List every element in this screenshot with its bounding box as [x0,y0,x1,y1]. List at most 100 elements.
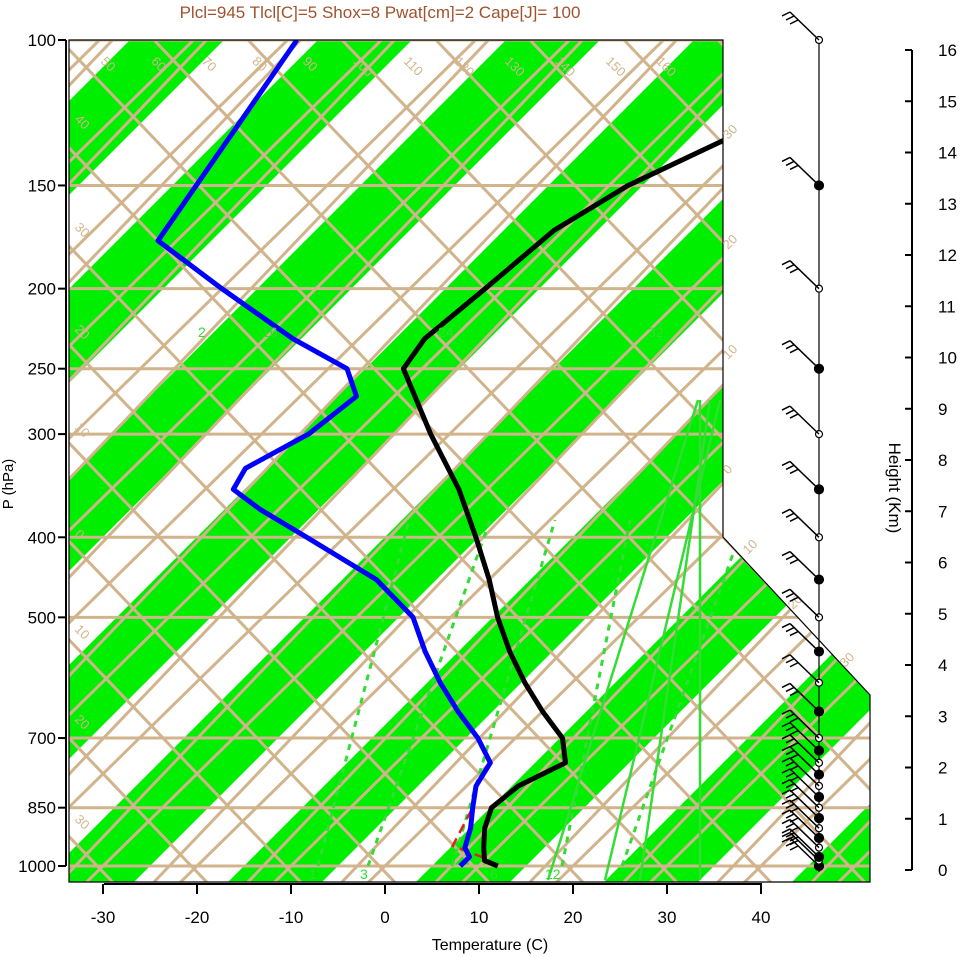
wind-barb-feather [785,822,795,829]
wind-barb-feather [789,807,799,813]
pressure-tick-label: 250 [28,360,56,379]
height-tick-label: 2 [938,759,947,778]
adiabat-line [69,40,546,882]
x-tick-label: -20 [185,908,210,927]
wind-barb-feather [789,797,799,803]
wind-barb [789,551,820,581]
x-tick-label: 10 [470,908,489,927]
height-tick-label: 15 [938,92,957,111]
height-tick-label: 13 [938,195,957,214]
height-tick-label: 3 [938,707,947,726]
wind-barb-feather [789,468,799,475]
wind-barb-feather [785,793,795,799]
left-edge-label: 10 [72,622,93,643]
isotherm-line [69,40,477,882]
wind-barb [789,588,820,618]
x-tick-label: -30 [91,908,116,927]
wind-barb-feather [785,512,795,518]
isotherm-line [272,40,870,882]
adiabat-line [69,40,640,882]
mixing-ratio-label: 24 [438,324,454,340]
wind-barb-feather [781,588,791,595]
isotherm-label: 80 [249,54,270,75]
wind-barb-feather [785,160,795,167]
wind-barb-feather [785,749,795,756]
moist-adiabat-line [638,399,712,881]
wind-barb-feather [789,267,799,274]
pressure-tick-label: 150 [28,176,56,195]
wind-barb-feather [781,828,791,834]
mixing-ratio-label: 12 [545,866,561,882]
wind-barb-feather [789,765,799,771]
wind-barb [789,819,820,849]
plot-frame [68,39,871,883]
height-axis-title: Height (Km) [885,443,904,534]
x-tick-label: 20 [564,908,583,927]
x-axis-title: Temperature (C) [432,937,548,954]
wind-barb [789,682,820,713]
wind-barb-feather [781,779,791,785]
pressure-tick-label: 1000 [18,857,56,876]
pressure-tick-label: 850 [28,799,56,818]
wind-barb-feather [785,761,795,767]
adiabat-line [69,40,358,882]
wind-barb-feather [781,809,791,815]
adiabat-line [906,40,961,940]
adiabat-line [152,40,870,882]
isotherm-line [69,40,665,882]
adiabat-line [69,40,640,882]
wind-barb-feather [785,783,795,789]
chart-title: Plcl=945 Tlcl[C]=5 Shox=8 Pwat[cm]=2 Cap… [180,3,581,22]
x-tick-label: 0 [380,908,389,927]
wind-barb [789,11,820,41]
wind-barb-feather [789,348,799,354]
wind-barb-feather [789,690,799,697]
height-tick-label: 10 [938,349,957,368]
wind-barb-feather [789,787,799,793]
wind-barb-feather [785,626,795,633]
adiabat-line [810,40,870,882]
height-tick-label: 0 [938,861,947,880]
wind-barb-feather [785,772,795,778]
height-tick-label: 9 [938,400,947,419]
wind-barb-feather [789,717,799,723]
pressure-tick-label: 100 [28,31,56,50]
height-tick-label: 16 [938,41,957,60]
height-tick-label: 6 [938,554,947,573]
wind-barb-feather [781,818,791,825]
wind-barb-feather [781,745,791,752]
wind-barb-feather [789,826,799,833]
isotherm-line [69,40,571,882]
wind-barb-feather [785,409,795,415]
isotherm-line [554,40,870,882]
mixing-ratio-line [450,519,557,867]
mixing-ratio-line [366,519,492,867]
wind-barb-feather [785,344,795,350]
wind-barb-feather [781,721,791,728]
wind-barb-feather [781,508,791,514]
mixing-ratio-label: 16 [262,324,278,340]
x-tick-label: 30 [658,908,677,927]
isotherm-line [69,40,289,882]
wind-barbs [781,11,825,872]
wind-barb-feather [785,686,795,693]
wind-barb [789,508,820,538]
adiabat-line [246,40,870,882]
mixing-ratio-labels: 2 16 24 32 1 3 6 12 [198,324,664,882]
wind-barb-feather [785,592,795,599]
wind-barb [789,623,820,653]
adiabat-line [69,40,546,882]
wind-barb-feather [785,832,795,838]
theta-label: 10 [740,536,761,557]
adiabat-line [906,0,961,882]
wind-barb-feather [781,460,791,467]
adiabat-line [528,40,870,882]
pressure-axis: 100 150 200 250 300 400 500 700 850 1000 [18,31,67,876]
wind-barb-feather [781,757,791,763]
wind-barb-feather [781,789,791,795]
wind-barb-feather [789,558,799,565]
wind-barb-feather [789,19,799,25]
left-edge-label: 30 [72,220,93,241]
